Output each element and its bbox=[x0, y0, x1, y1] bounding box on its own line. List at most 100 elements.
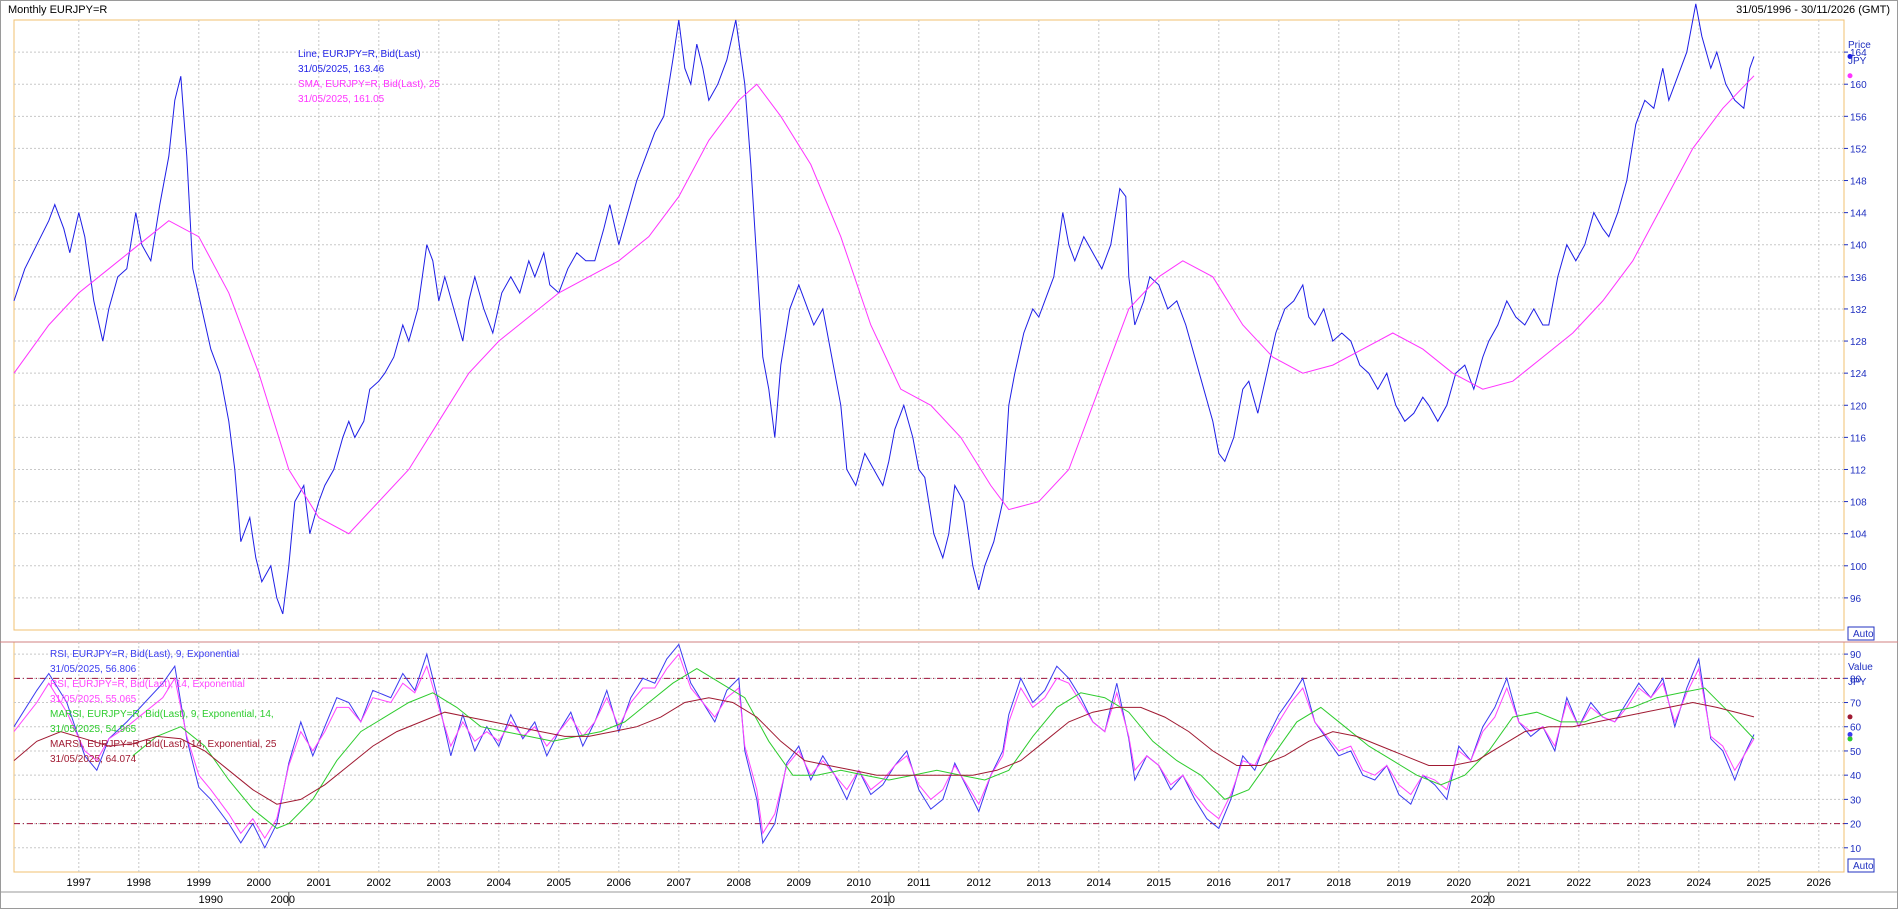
year-tick-label: 2005 bbox=[547, 877, 571, 889]
rsi-tick-label: 90 bbox=[1850, 650, 1862, 661]
price-tick-label: 108 bbox=[1850, 498, 1867, 509]
rsi-tick-label: 50 bbox=[1850, 747, 1862, 758]
year-tick-label: 2021 bbox=[1507, 877, 1531, 889]
year-tick-label: 2016 bbox=[1207, 877, 1231, 889]
year-tick-label: 2022 bbox=[1567, 877, 1591, 889]
price-tick-label: 104 bbox=[1850, 530, 1867, 541]
marsi-14-line-last-marker bbox=[1847, 714, 1853, 720]
price-tick-label: 160 bbox=[1850, 80, 1867, 91]
price-tick-label: 156 bbox=[1850, 112, 1867, 123]
price-plot-area[interactable] bbox=[13, 19, 1845, 631]
price-auto-button[interactable] bbox=[1847, 626, 1875, 641]
year-tick-label: 2018 bbox=[1327, 877, 1351, 889]
year-tick-label: 2009 bbox=[787, 877, 811, 889]
year-tick-label: 2013 bbox=[1027, 877, 1051, 889]
chart-title: Monthly EURJPY=R bbox=[8, 4, 108, 16]
price-tick-label: 120 bbox=[1850, 401, 1867, 412]
year-tick-label: 2010 bbox=[847, 877, 871, 889]
decade-label: 2010 bbox=[871, 894, 895, 906]
year-tick-label: 2011 bbox=[907, 877, 931, 889]
rsi-legend-text: 31/05/2025, 54.965 bbox=[50, 724, 137, 735]
price-auto-label: Auto bbox=[1853, 629, 1874, 640]
rsi-axis-title: Value bbox=[1848, 662, 1873, 673]
rsi-axis-unit: JPY bbox=[1848, 677, 1867, 688]
price-legend-text: Line, EURJPY=R, Bid(Last) bbox=[298, 49, 421, 60]
price-tick-label: 128 bbox=[1850, 337, 1867, 348]
year-tick-label: 1997 bbox=[67, 877, 91, 889]
rsi-legend-text: RSI, EURJPY=R, Bid(Last), 9, Exponential bbox=[50, 649, 239, 660]
rsi-legend-text: 31/05/2025, 55.065 bbox=[50, 694, 137, 705]
price-tick-label: 132 bbox=[1850, 305, 1867, 316]
rsi-tick-label: 40 bbox=[1850, 771, 1862, 782]
year-tick-label: 2007 bbox=[667, 877, 691, 889]
marsi-9-line-last-marker bbox=[1847, 736, 1853, 742]
rsi-legend-text: RSI, EURJPY=R, Bid(Last), 14, Exponentia… bbox=[50, 679, 245, 690]
price-tick-label: 152 bbox=[1850, 144, 1867, 155]
rsi-tick-label: 70 bbox=[1850, 699, 1862, 710]
axis-layer: 1997 1998 1999 2000 2001 2002 2003 2004 2005 2006… bbox=[0, 48, 1898, 906]
rsi-tick-label: 80 bbox=[1850, 674, 1862, 685]
decade-label: 2020 bbox=[1471, 894, 1495, 906]
year-tick-label: 2025 bbox=[1747, 877, 1771, 889]
price-tick-label: 112 bbox=[1850, 465, 1866, 476]
year-tick-label: 2002 bbox=[367, 877, 391, 889]
year-tick-label: 1999 bbox=[187, 877, 211, 889]
year-tick-label: 2026 bbox=[1807, 877, 1831, 889]
price-legend-text: 31/05/2025, 161.05 bbox=[298, 94, 385, 105]
year-tick-label: 2000 bbox=[247, 877, 271, 889]
year-tick-label: 2023 bbox=[1627, 877, 1651, 889]
price-line-last-marker bbox=[1847, 53, 1853, 59]
year-tick-label: 2020 bbox=[1447, 877, 1471, 889]
price-legend-text: 31/05/2025, 163.46 bbox=[298, 64, 385, 75]
rsi-tick-label: 20 bbox=[1850, 820, 1862, 831]
year-tick-label: 2019 bbox=[1387, 877, 1411, 889]
decade-label: 2000 bbox=[271, 894, 295, 906]
rsi-tick-label: 10 bbox=[1850, 844, 1862, 855]
sma-line-last-marker bbox=[1847, 73, 1853, 79]
price-tick-label: 124 bbox=[1850, 369, 1867, 380]
rsi-9-line-last-marker bbox=[1847, 731, 1853, 737]
series-layer bbox=[13, 3, 1755, 849]
price-axis-unit: JPY bbox=[1848, 56, 1867, 67]
year-tick-label: 2006 bbox=[607, 877, 631, 889]
price-tick-label: 140 bbox=[1850, 241, 1867, 252]
decade-label: 1990 bbox=[199, 894, 223, 906]
price-axis-title: Price bbox=[1848, 40, 1871, 51]
year-tick-label: 2024 bbox=[1687, 877, 1711, 889]
price-legend-text: SMA, EURJPY=R, Bid(Last), 25 bbox=[298, 79, 440, 90]
price-tick-label: 164 bbox=[1850, 48, 1867, 59]
price-tick-label: 96 bbox=[1850, 594, 1862, 605]
price-tick-label: 100 bbox=[1850, 562, 1867, 573]
year-tick-label: 2012 bbox=[967, 877, 991, 889]
price-tick-label: 136 bbox=[1850, 273, 1867, 284]
rsi-auto-button[interactable] bbox=[1847, 858, 1875, 873]
rsi-auto-label: Auto bbox=[1853, 861, 1874, 872]
rsi-14-line bbox=[13, 653, 1755, 840]
date-range: 31/05/1996 - 30/11/2026 (GMT) bbox=[1736, 4, 1890, 16]
year-tick-label: 2004 bbox=[487, 877, 511, 889]
rsi-plot-area[interactable] bbox=[13, 641, 1845, 873]
year-tick-label: 2003 bbox=[427, 877, 451, 889]
legend-layer: Line, EURJPY=R, Bid(Last) 31/05/2025, 163… bbox=[50, 49, 440, 765]
price-line bbox=[13, 3, 1755, 615]
price-tick-label: 144 bbox=[1850, 209, 1867, 220]
marsi-14-line bbox=[13, 697, 1755, 805]
price-tick-label: 148 bbox=[1850, 177, 1867, 188]
title-bar: Monthly EURJPY=R 31/05/1996 - 30/11/2026… bbox=[0, 0, 1898, 20]
year-tick-label: 2014 bbox=[1087, 877, 1111, 889]
year-tick-label: 2015 bbox=[1147, 877, 1171, 889]
marsi-9-line bbox=[132, 668, 1755, 829]
sma-line bbox=[13, 75, 1755, 535]
rsi-legend-text: 31/05/2025, 56.806 bbox=[50, 664, 137, 675]
year-tick-label: 1998 bbox=[127, 877, 151, 889]
rsi-tick-label: 60 bbox=[1850, 723, 1862, 734]
rsi-legend-text: MARSI, EURJPY=R, Bid(Last), 9, Exponenti… bbox=[50, 709, 274, 720]
rsi-legend-text: 31/05/2025, 64.074 bbox=[50, 754, 137, 765]
year-tick-label: 2001 bbox=[307, 877, 331, 889]
rsi-tick-label: 30 bbox=[1850, 795, 1862, 806]
price-tick-label: 116 bbox=[1850, 433, 1866, 444]
year-tick-label: 2017 bbox=[1267, 877, 1291, 889]
year-tick-label: 2008 bbox=[727, 877, 751, 889]
rsi-legend-text: MARSI, EURJPY=R, Bid(Last), 14, Exponent… bbox=[50, 739, 277, 750]
